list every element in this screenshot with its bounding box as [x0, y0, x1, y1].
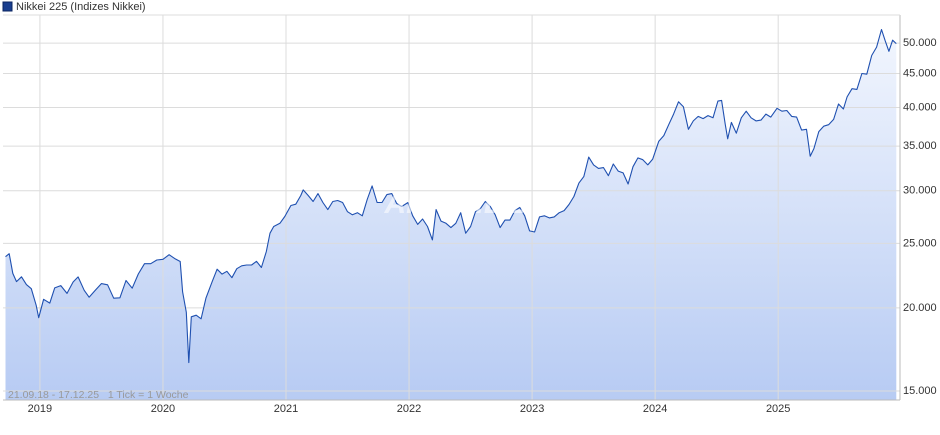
- x-tick-label: 2022: [397, 403, 421, 415]
- price-line: [5, 28, 897, 364]
- y-tick-label: 30.000: [903, 185, 937, 197]
- legend-swatch: [2, 1, 13, 12]
- x-tick-label: 2021: [274, 403, 298, 415]
- legend-label: Nikkei 225 (Indizes Nikkei): [16, 1, 146, 13]
- y-tick-label: 40.000: [903, 101, 937, 113]
- footnote: 21.09.18 - 17.12.25 1 Tick = 1 Woche: [8, 389, 189, 401]
- y-tick-label: 25.000: [903, 237, 937, 249]
- x-tick-label: 2025: [766, 403, 790, 415]
- y-tick-label: 45.000: [903, 67, 937, 79]
- y-tick-label: 35.000: [903, 140, 937, 152]
- x-tick-label: 2023: [520, 403, 544, 415]
- y-tick-label: 50.000: [903, 37, 937, 49]
- x-tick-label: 2019: [28, 403, 52, 415]
- x-tick-label: 2020: [151, 403, 175, 415]
- plot-area: 15.000 20.000 25.000 30.000 35.000 40.000 45.0…: [3, 14, 937, 415]
- watermark: ARIVA.DE: [383, 187, 526, 220]
- y-tick-label: 15.000: [903, 385, 937, 397]
- y-tick-label: 20.000: [903, 302, 937, 314]
- x-tick-label: 2024: [643, 403, 667, 415]
